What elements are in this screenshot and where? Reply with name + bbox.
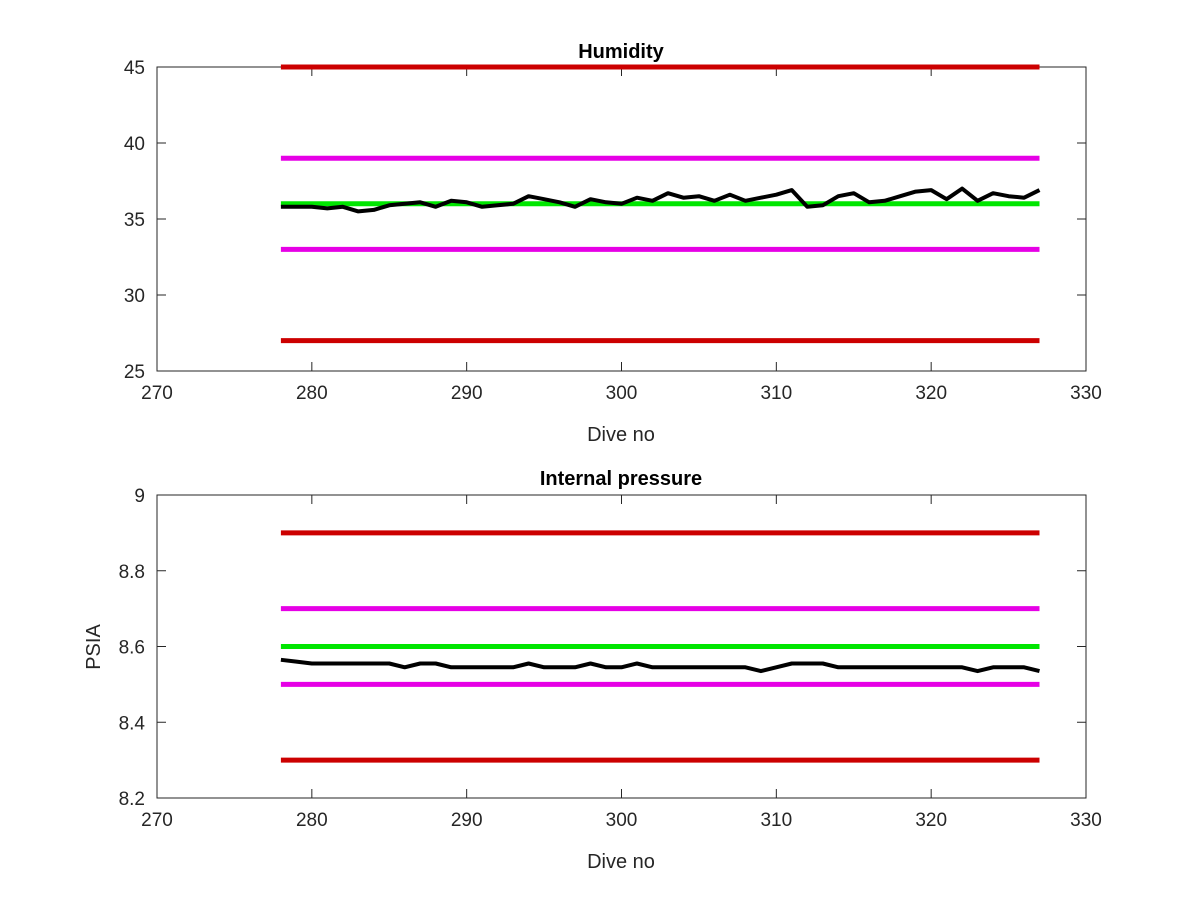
humidity-y-tick-label: 45 <box>124 58 145 79</box>
humidity-axes-box <box>156 66 1087 372</box>
pressure-x-tick-label: 270 <box>141 810 173 831</box>
humidity-y-tick-label: 40 <box>124 134 145 155</box>
humidity-y-tick-label: 35 <box>124 210 145 231</box>
pressure-series-line-5 <box>280 657 1040 674</box>
humidity-y-tick-label: 25 <box>124 362 145 383</box>
humidity-subplot: Humidity Dive no 270 280 290 300 310 320 330 25… <box>124 41 1102 446</box>
humidity-x-axis-label: Dive no <box>587 424 655 446</box>
pressure-y-tick-label: 8.8 <box>119 562 145 583</box>
pressure-subplot: Internal pressure Dive no PSIA 270 280 290… <box>83 468 1102 873</box>
humidity-x-tick-label: 280 <box>296 383 328 404</box>
pressure-y-tick-label: 8.6 <box>119 638 145 659</box>
pressure-y-tick-label: 8.2 <box>119 789 145 810</box>
humidity-series-line-5 <box>280 186 1041 214</box>
humidity-x-tick-label: 290 <box>451 383 483 404</box>
pressure-y-axis-label: PSIA <box>83 624 105 670</box>
pressure-x-tick-label: 300 <box>606 810 638 831</box>
pressure-x-tick-label: 320 <box>915 810 947 831</box>
humidity-title: Humidity <box>578 41 664 63</box>
pressure-y-tick-label: 9 <box>134 486 145 507</box>
pressure-title: Internal pressure <box>540 468 702 490</box>
humidity-x-tick-label: 270 <box>141 383 173 404</box>
pressure-x-tick-label: 290 <box>451 810 483 831</box>
pressure-x-tick-label: 280 <box>296 810 328 831</box>
pressure-y-tick-label: 8.4 <box>119 713 146 734</box>
humidity-x-tick-label: 300 <box>606 383 638 404</box>
humidity-x-tick-label: 320 <box>915 383 947 404</box>
humidity-y-tick-label: 30 <box>124 286 145 307</box>
humidity-x-tick-label: 310 <box>760 383 792 404</box>
pressure-x-tick-label: 330 <box>1070 810 1102 831</box>
humidity-x-tick-label: 330 <box>1070 383 1102 404</box>
pressure-x-axis-label: Dive no <box>587 851 655 873</box>
pressure-x-tick-label: 310 <box>760 810 792 831</box>
